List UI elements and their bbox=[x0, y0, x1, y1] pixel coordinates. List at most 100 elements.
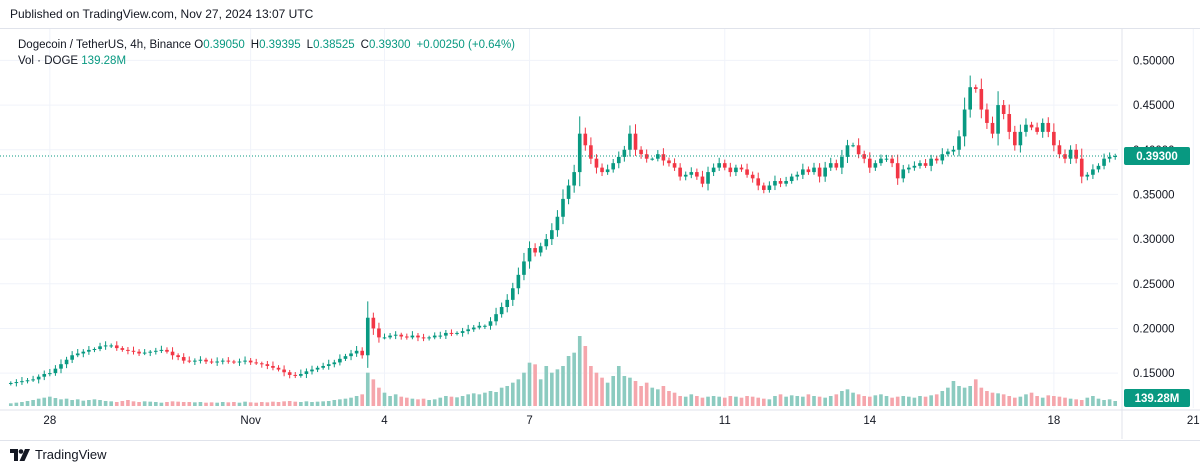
candle-body bbox=[990, 122, 995, 134]
candle-body bbox=[254, 362, 259, 364]
candle-body bbox=[745, 169, 749, 175]
chart-canvas[interactable]: 0.500000.450000.400000.350000.300000.250… bbox=[0, 29, 1200, 439]
volume-badge bbox=[1124, 389, 1190, 407]
price-chart[interactable]: 0.500000.450000.400000.350000.300000.250… bbox=[0, 29, 1200, 439]
volume-bar bbox=[951, 381, 956, 406]
volume-bar bbox=[310, 402, 314, 406]
candle-body bbox=[583, 133, 588, 146]
candle-body bbox=[644, 154, 649, 159]
price-axis[interactable]: 0.500000.450000.400000.350000.300000.250… bbox=[1121, 29, 1190, 439]
volume-bar bbox=[114, 402, 119, 406]
volume-bar bbox=[583, 346, 588, 406]
candle-body bbox=[639, 149, 643, 155]
volume-bar bbox=[722, 397, 727, 406]
volume-bar bbox=[181, 402, 186, 406]
candle-body bbox=[589, 145, 593, 159]
volume-bar bbox=[801, 396, 805, 406]
candle-body bbox=[181, 357, 186, 361]
candle-body bbox=[661, 154, 666, 161]
volume-bar bbox=[577, 336, 582, 406]
candle-body bbox=[929, 158, 933, 166]
volume-bar bbox=[1012, 397, 1017, 406]
candle-body bbox=[405, 336, 409, 338]
candle-body bbox=[142, 352, 147, 354]
volume-bar bbox=[616, 366, 621, 406]
candle-body bbox=[968, 87, 972, 110]
candle-body bbox=[226, 360, 231, 362]
volume-bar bbox=[907, 396, 911, 406]
volume-bar bbox=[1035, 396, 1039, 406]
candle-body bbox=[823, 167, 827, 177]
volume-bar bbox=[962, 387, 967, 406]
volume-bar bbox=[438, 397, 443, 406]
volume-bar bbox=[667, 391, 671, 406]
volume-bar bbox=[220, 402, 225, 406]
candle-body bbox=[304, 371, 309, 375]
volume-bar bbox=[840, 391, 844, 406]
volume-bar bbox=[717, 396, 721, 406]
volume-bar bbox=[1079, 400, 1084, 406]
candle-body bbox=[934, 158, 939, 161]
candle-body bbox=[840, 156, 844, 168]
candle-body bbox=[985, 109, 989, 123]
candle-body bbox=[1029, 124, 1034, 128]
volume-bar bbox=[81, 400, 86, 406]
volume-bar bbox=[471, 393, 476, 406]
candle-body bbox=[1024, 124, 1028, 132]
volume-bar bbox=[812, 396, 816, 406]
candle-body bbox=[856, 145, 861, 155]
volume-bar bbox=[834, 394, 839, 406]
time-tick-label: 14 bbox=[863, 415, 876, 427]
candle-body bbox=[427, 337, 431, 339]
volume-bar bbox=[611, 376, 616, 406]
candle-body bbox=[349, 353, 353, 357]
volume-bar bbox=[494, 392, 498, 406]
time-axis[interactable]: 28Nov471114182125 bbox=[0, 409, 1200, 427]
candle-body bbox=[867, 158, 872, 168]
volume-bar bbox=[990, 392, 995, 406]
candle-body bbox=[996, 105, 1000, 134]
volume-bar bbox=[572, 352, 576, 406]
volume-bar bbox=[410, 398, 415, 406]
volume-bar bbox=[321, 401, 325, 406]
candle-body bbox=[873, 163, 878, 168]
tradingview-brand[interactable]: TradingView bbox=[10, 447, 107, 462]
time-tick-label: 28 bbox=[43, 415, 56, 427]
candle-body bbox=[834, 163, 839, 168]
volume-bar bbox=[895, 396, 900, 406]
volume-bar bbox=[600, 377, 604, 406]
candle-body bbox=[1102, 158, 1106, 166]
volume-bar bbox=[862, 396, 867, 406]
candle-body bbox=[75, 353, 80, 356]
candle-body bbox=[728, 167, 733, 173]
volume-bar bbox=[706, 396, 710, 406]
volume-bar bbox=[1107, 399, 1112, 406]
volume-bar bbox=[405, 397, 409, 406]
footer-bar: TradingView bbox=[0, 440, 1200, 470]
candle-body bbox=[326, 364, 331, 366]
volume-bar bbox=[48, 396, 52, 406]
volume-bar bbox=[1063, 397, 1067, 406]
published-note: Published on TradingView.com, Nov 27, 20… bbox=[10, 7, 314, 21]
candle-body bbox=[299, 374, 303, 376]
price-tick-label: 0.30000 bbox=[1133, 234, 1175, 246]
volume-bar bbox=[92, 399, 97, 406]
high-value: 0.39395 bbox=[259, 39, 301, 51]
candle-body bbox=[1113, 156, 1118, 158]
volume-bar bbox=[1102, 400, 1106, 406]
volume-bar bbox=[873, 395, 878, 406]
volume-bar bbox=[299, 402, 303, 406]
volume-bar bbox=[326, 401, 331, 406]
candle-body bbox=[527, 248, 532, 262]
candle-body bbox=[126, 349, 130, 351]
volume-bar bbox=[1046, 395, 1051, 406]
price-tick-label: 0.25000 bbox=[1133, 279, 1175, 291]
candle-body bbox=[1018, 131, 1023, 146]
volume-bar bbox=[499, 387, 504, 406]
volume-bar bbox=[589, 366, 593, 406]
candle-body bbox=[510, 288, 515, 300]
volume-bar bbox=[550, 372, 554, 406]
volume-row: Vol · DOGE 139.28M bbox=[18, 53, 521, 69]
volume-bar bbox=[505, 386, 510, 406]
candle-body bbox=[483, 325, 487, 327]
